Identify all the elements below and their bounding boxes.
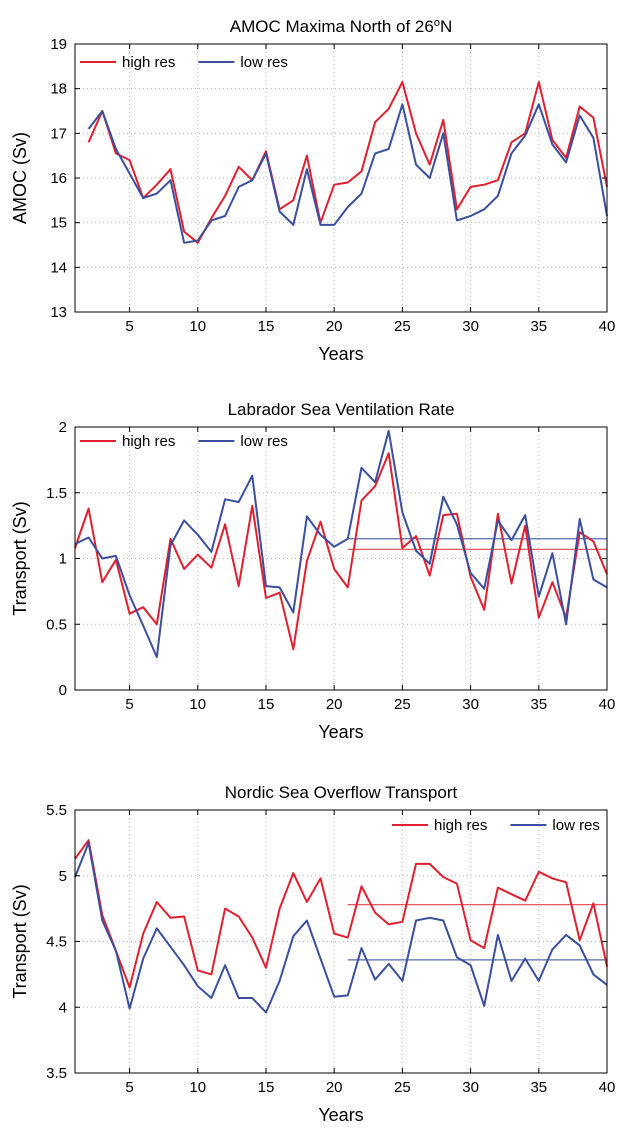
chart-title: Nordic Sea Overflow Transport bbox=[225, 783, 458, 802]
x-tick-label: 10 bbox=[189, 696, 206, 713]
chart-title: Labrador Sea Ventilation Rate bbox=[228, 400, 455, 419]
x-tick-label: 25 bbox=[394, 1079, 411, 1096]
x-tick-label: 30 bbox=[462, 696, 479, 713]
x-axis-label: Years bbox=[318, 1105, 363, 1125]
chart-panel-2: 5 10 15 20 25 30 35 40 0 0.5 1 1.5 2 Labrador Sea Ven… bbox=[10, 400, 615, 742]
legend-label: low res bbox=[240, 54, 288, 71]
y-tick-label: 5 bbox=[59, 868, 67, 885]
x-tick-label: 5 bbox=[125, 318, 133, 335]
title-superscript: o bbox=[434, 17, 440, 29]
y-tick-label: 4.5 bbox=[46, 934, 67, 951]
legend: high res low res bbox=[80, 54, 288, 71]
y-tick-label: 17 bbox=[50, 125, 67, 142]
x-axis-label: Years bbox=[318, 722, 363, 742]
legend-label: high res bbox=[122, 433, 175, 450]
x-tick-label: 15 bbox=[258, 318, 275, 335]
y-tick-label: 0 bbox=[59, 682, 67, 699]
x-tick-label: 10 bbox=[189, 1079, 206, 1096]
y-tick-label: 3.5 bbox=[46, 1065, 67, 1082]
y-axis-label: Transport (Sv) bbox=[10, 501, 30, 615]
y-tick-label: 0.5 bbox=[46, 616, 67, 633]
x-tick-label: 35 bbox=[530, 318, 547, 335]
x-tick-label: 25 bbox=[394, 696, 411, 713]
x-tick-label: 5 bbox=[125, 1079, 133, 1096]
x-tick-label: 35 bbox=[530, 1079, 547, 1096]
series-line-low-res bbox=[74, 841, 608, 1014]
legend-label: high res bbox=[122, 54, 175, 71]
series-line-high-res bbox=[74, 839, 608, 989]
x-tick-label: 25 bbox=[394, 318, 411, 335]
series-line-high-res bbox=[87, 81, 608, 244]
series-line-high-res bbox=[74, 452, 608, 651]
x-tick-label: 15 bbox=[258, 696, 275, 713]
chart-panel-1: 5 10 15 20 25 30 35 40 13 14 15 16 17 18 19 AMOC Maxima… bbox=[10, 17, 615, 364]
x-tick-label: 5 bbox=[125, 696, 133, 713]
y-tick-label: 15 bbox=[50, 215, 67, 232]
legend-label: low res bbox=[552, 817, 600, 834]
y-axis-label: AMOC (Sv) bbox=[10, 132, 30, 224]
x-tick-label: 15 bbox=[258, 1079, 275, 1096]
legend-label: high res bbox=[434, 817, 487, 834]
chart-panel-3: 5 10 15 20 25 30 35 40 3.5 4 4.5 5 5.5 Nordic Sea Ove… bbox=[10, 783, 615, 1125]
y-tick-label: 1 bbox=[59, 551, 67, 568]
y-tick-label: 4 bbox=[59, 999, 67, 1016]
y-tick-label: 19 bbox=[50, 36, 67, 53]
y-tick-label: 13 bbox=[50, 304, 67, 321]
y-tick-label: 1.5 bbox=[46, 485, 67, 502]
x-tick-label: 20 bbox=[326, 318, 343, 335]
x-tick-label: 35 bbox=[530, 696, 547, 713]
x-axis-label: Years bbox=[318, 344, 363, 364]
legend: high res low res bbox=[392, 817, 600, 834]
title-suffix: N bbox=[440, 17, 452, 36]
x-tick-label: 20 bbox=[326, 1079, 343, 1096]
series-line-low-res bbox=[87, 103, 608, 244]
legend: high res low res bbox=[80, 433, 288, 450]
x-tick-label: 30 bbox=[462, 318, 479, 335]
x-tick-label: 10 bbox=[189, 318, 206, 335]
y-tick-label: 5.5 bbox=[46, 802, 67, 819]
x-tick-label: 30 bbox=[462, 1079, 479, 1096]
y-axis-label: Transport (Sv) bbox=[10, 884, 30, 998]
y-tick-label: 16 bbox=[50, 170, 67, 187]
y-tick-label: 14 bbox=[50, 259, 67, 276]
y-tick-label: 18 bbox=[50, 81, 67, 98]
y-tick-label: 2 bbox=[59, 419, 67, 436]
legend-label: low res bbox=[240, 433, 288, 450]
series-line-low-res bbox=[74, 429, 608, 659]
x-tick-label: 40 bbox=[599, 318, 616, 335]
x-tick-label: 40 bbox=[599, 696, 616, 713]
x-tick-label: 40 bbox=[599, 1079, 616, 1096]
x-tick-label: 20 bbox=[326, 696, 343, 713]
chart-title: AMOC Maxima North of 26oN bbox=[230, 17, 452, 36]
